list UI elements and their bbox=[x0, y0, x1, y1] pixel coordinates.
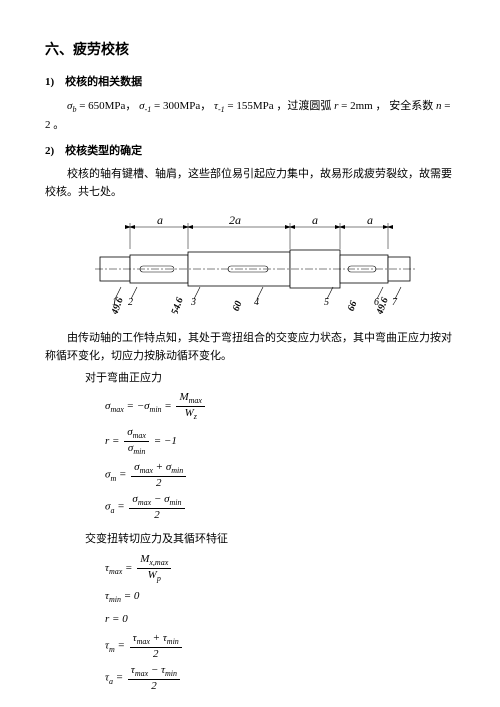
svg-text:a: a bbox=[312, 213, 318, 227]
svg-text:2: 2 bbox=[128, 297, 133, 308]
svg-text:4: 4 bbox=[254, 297, 259, 308]
svg-text:66: 66 bbox=[346, 300, 360, 313]
material-data-line: σb = 650MPa， σ-1 = 300MPa， τ-1 = 155MPa … bbox=[45, 98, 455, 135]
tor-eq2: τmin = 0 bbox=[105, 588, 455, 607]
tor-eq3: r = 0 bbox=[105, 611, 455, 629]
tor-eq1: τmax = Mx,maxWp bbox=[105, 553, 455, 584]
svg-text:3: 3 bbox=[190, 297, 196, 308]
section1-heading: 1) 校核的相关数据 bbox=[45, 74, 455, 92]
tor-eq4: τm = τmax + τmin2 bbox=[105, 632, 455, 660]
page-title: 六、疲劳校核 bbox=[45, 40, 455, 62]
svg-text:60: 60 bbox=[231, 300, 245, 313]
torsion-caption: 交变扭转切应力及其循环特征 bbox=[85, 531, 455, 549]
svg-text:2a: 2a bbox=[229, 213, 241, 227]
tor-eq5: τa = τmax − τmin2 bbox=[105, 664, 455, 692]
svg-text:54.6: 54.6 bbox=[169, 296, 185, 314]
svg-text:7: 7 bbox=[392, 297, 398, 308]
bend-eq3: σm = σmax + σmin2 bbox=[105, 461, 455, 489]
bend-eq2: r = σmaxσmin = −1 bbox=[105, 426, 455, 457]
section2-heading: 2) 校核类型的确定 bbox=[45, 143, 455, 161]
bending-caption: 对于弯曲正应力 bbox=[85, 370, 455, 388]
section2-body1: 校核的轴有键槽、轴肩，这些部位易引起应力集中，故易形成疲劳裂纹，故需要校核。共七… bbox=[45, 166, 455, 201]
bend-eq1: σmax = −σmin = MmaxWz bbox=[105, 391, 455, 422]
svg-text:a: a bbox=[157, 213, 163, 227]
bend-eq4: σa = σmax − σmin2 bbox=[105, 493, 455, 521]
svg-text:5: 5 bbox=[324, 297, 329, 308]
shaft-diagram: a2aaa123456749.654.6606649.6 bbox=[80, 209, 420, 314]
svg-text:a: a bbox=[367, 213, 373, 227]
section2-body2: 由传动轴的工作特点知，其处于弯扭组合的交变应力状态，其中弯曲正应力按对称循环变化… bbox=[45, 330, 455, 365]
